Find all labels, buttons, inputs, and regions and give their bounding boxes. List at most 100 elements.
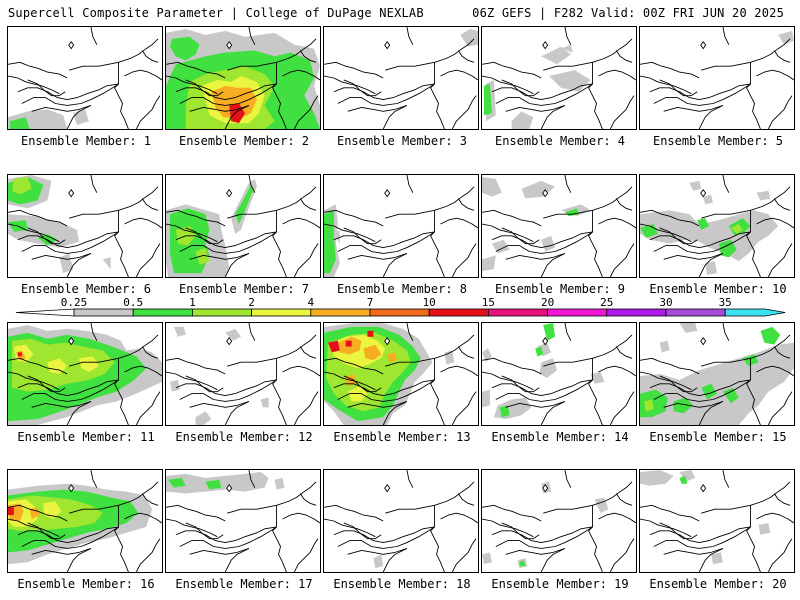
member-caption: Ensemble Member: 13	[333, 430, 471, 444]
ensemble-member-map	[165, 174, 321, 278]
colorbar-tick-label: 7	[367, 296, 374, 309]
ensemble-member-panel: Ensemble Member: 12	[165, 322, 321, 444]
member-caption: Ensemble Member: 12	[175, 430, 313, 444]
colorbar-swatch	[251, 308, 312, 317]
member-caption: Ensemble Member: 2	[178, 134, 310, 148]
ensemble-member-map	[7, 174, 163, 278]
location-marker-icon	[384, 336, 391, 346]
scp-contour-fill	[679, 470, 696, 482]
member-caption: Ensemble Member: 11	[17, 430, 155, 444]
colorbar-swatch	[547, 308, 608, 317]
basemap-lines	[166, 470, 320, 572]
ensemble-member-map	[323, 322, 479, 426]
location-marker-icon	[226, 40, 233, 50]
scp-contour-fill	[482, 176, 502, 197]
basemap-lines	[640, 175, 794, 277]
colorbar-tick-label: 1	[189, 296, 196, 309]
colorbar-tick-label: 20	[541, 296, 554, 309]
location-marker-icon	[384, 483, 391, 493]
scp-contour-fill	[541, 46, 571, 65]
colorbar-tick-label: 0.25	[61, 296, 88, 309]
location-marker-icon	[226, 483, 233, 493]
scp-contour-fill	[225, 328, 242, 341]
scp-contour-fill	[701, 383, 717, 400]
ensemble-member-map	[481, 26, 637, 130]
ensemble-member-panel: Ensemble Member: 8	[323, 174, 479, 296]
scp-contour-fill	[8, 507, 14, 516]
scp-contour-fill	[594, 497, 609, 514]
location-marker-icon	[68, 483, 75, 493]
colorbar-tick-label: 0.5	[123, 296, 143, 309]
colorbar-tick-label: 10	[423, 296, 436, 309]
scp-contour-fill	[169, 379, 180, 392]
scp-contour-fill	[640, 470, 674, 486]
ensemble-member-panel: Ensemble Member: 11	[7, 322, 163, 444]
colorbar-swatch	[428, 308, 489, 317]
colorbar-tick-label: 35	[719, 296, 732, 309]
scp-contour-fill	[483, 83, 492, 116]
scp-contour-fill	[169, 36, 200, 61]
scp-contour-fill	[535, 346, 544, 357]
ensemble-member-panel: Ensemble Member: 9	[481, 174, 637, 296]
scp-contour-fill	[9, 117, 30, 129]
ensemble-member-map	[481, 174, 637, 278]
basemap-lines	[482, 470, 636, 572]
location-marker-icon	[700, 188, 707, 198]
scp-contour-fill	[73, 109, 89, 126]
ensemble-member-panel: Ensemble Member: 4	[481, 26, 637, 148]
scp-contour-fill	[482, 255, 496, 272]
ensemble-member-panel: Ensemble Member: 2	[165, 26, 321, 148]
basemap-lines	[8, 27, 162, 129]
scp-contour-fill	[373, 554, 384, 569]
scp-contour-fill	[560, 44, 573, 53]
member-caption: Ensemble Member: 7	[178, 282, 310, 296]
ensemble-member-panel: Ensemble Member: 1	[7, 26, 163, 148]
scp-contour-fill	[756, 190, 771, 201]
scp-contour-fill	[11, 176, 32, 195]
member-caption: Ensemble Member: 15	[649, 430, 787, 444]
scp-contour-fill	[697, 218, 710, 230]
member-caption: Ensemble Member: 16	[17, 577, 155, 591]
scp-contour-fill	[703, 194, 714, 205]
scp-contour-fill	[499, 405, 510, 418]
basemap-lines	[324, 470, 478, 572]
location-marker-icon	[542, 40, 549, 50]
ensemble-member-panel: Ensemble Member: 10	[639, 174, 795, 296]
colorbar-swatch	[369, 308, 430, 317]
colorbar-tick-label: 2	[248, 296, 255, 309]
basemap-lines	[482, 27, 636, 129]
ensemble-member-panel: Ensemble Member: 19	[481, 469, 637, 591]
basemap-lines	[8, 470, 162, 572]
location-marker-icon	[700, 40, 707, 50]
scp-contour-fill	[722, 387, 739, 404]
scp-contour-fill	[730, 224, 743, 234]
scp-contour-fill	[345, 340, 352, 347]
ensemble-member-map	[7, 26, 163, 130]
location-marker-icon	[700, 483, 707, 493]
scp-contour-fill	[17, 352, 22, 357]
scp-contour-fill	[482, 389, 490, 408]
member-caption: Ensemble Member: 9	[494, 282, 626, 296]
ensemble-member-map	[639, 174, 795, 278]
scp-contour-fill	[333, 229, 340, 244]
scp-contour-fill	[511, 111, 534, 129]
ensemble-member-panel: Ensemble Member: 20	[639, 469, 795, 591]
member-caption: Ensemble Member: 3	[336, 134, 468, 148]
ensemble-member-map	[323, 26, 479, 130]
basemap-lines	[640, 470, 794, 572]
scp-contour-fill	[705, 261, 717, 276]
scp-contour-fill	[778, 30, 794, 45]
colorbar-tick-label: 30	[659, 296, 672, 309]
location-marker-icon	[700, 336, 707, 346]
member-caption: Ensemble Member: 18	[333, 577, 471, 591]
ensemble-member-panel: Ensemble Member: 7	[165, 174, 321, 296]
basemap-lines	[324, 323, 478, 425]
colorbar-swatch	[487, 308, 548, 317]
member-caption: Ensemble Member: 17	[175, 577, 313, 591]
scp-contour-fill	[543, 323, 556, 341]
scp-contour-fill	[679, 475, 688, 484]
member-caption: Ensemble Member: 1	[20, 134, 152, 148]
basemap-lines	[324, 175, 478, 277]
basemap-lines	[640, 27, 794, 129]
basemap-lines	[166, 175, 320, 277]
